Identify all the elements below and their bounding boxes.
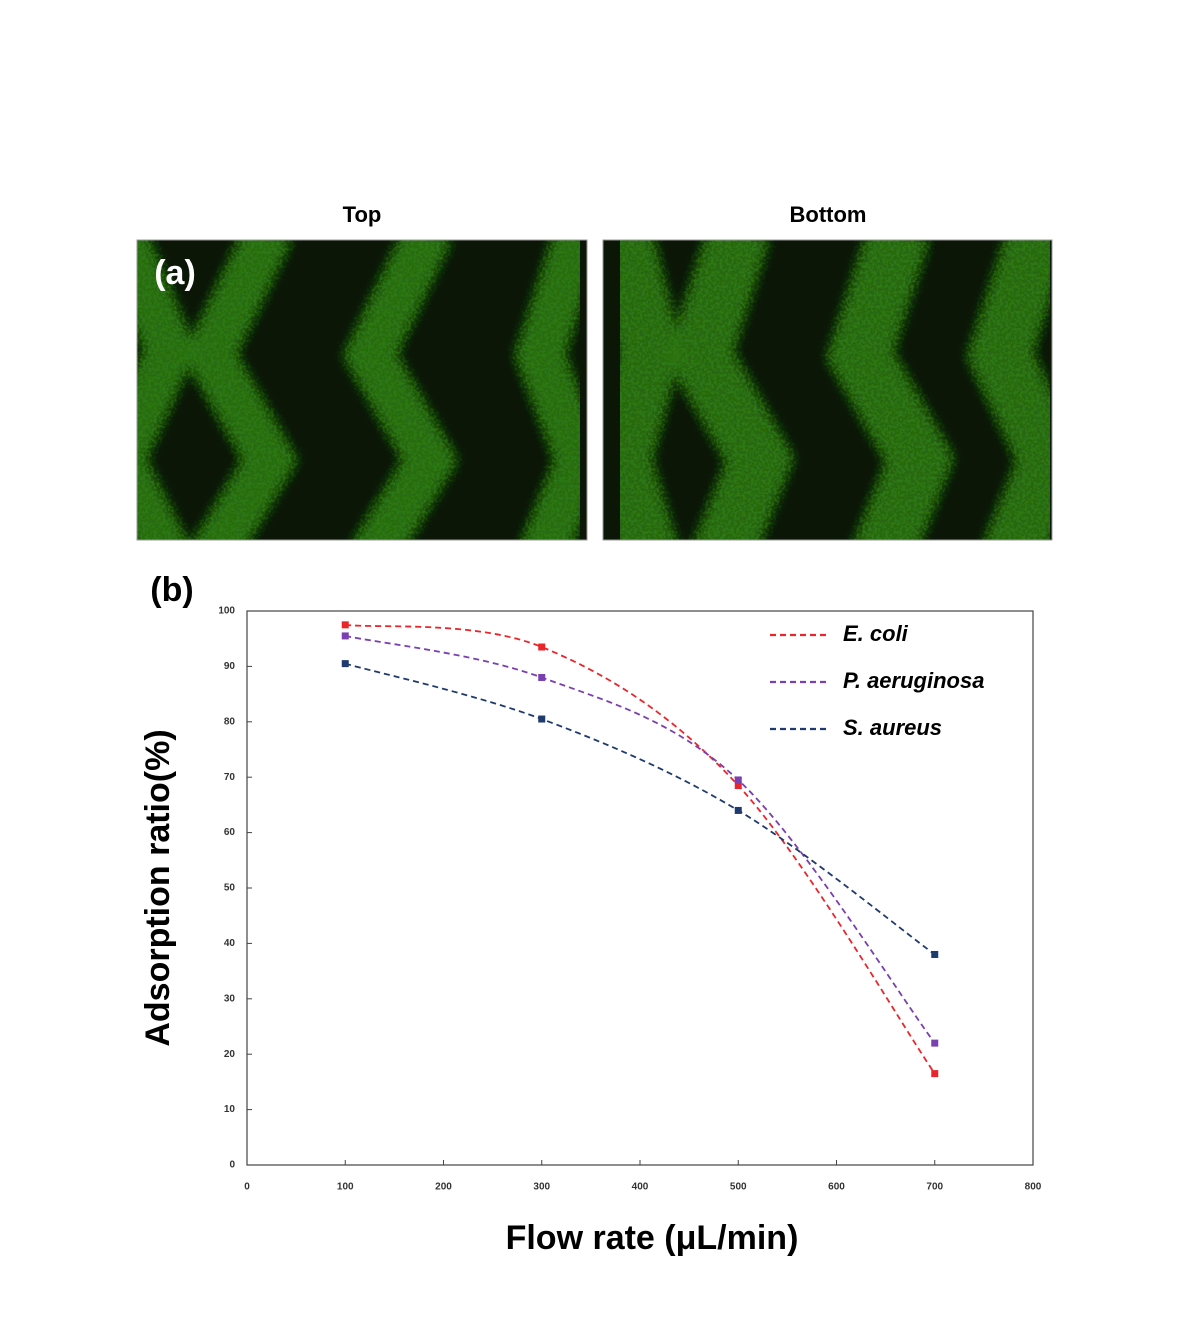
x-tick-label: 600 (828, 1182, 845, 1193)
x-tick-label: 0 (244, 1182, 250, 1193)
y-tick-label: 80 (224, 716, 236, 727)
x-tick-label: 300 (533, 1182, 550, 1193)
legend-label: P. aeruginosa (843, 668, 984, 693)
x-axis-label: Flow rate (μL/min) (506, 1219, 799, 1257)
x-tick-label: 100 (337, 1182, 354, 1193)
image-title: Bottom (790, 202, 867, 227)
data-point (341, 660, 349, 668)
series-line (345, 635, 936, 1044)
y-tick-label: 40 (224, 938, 236, 949)
legend-label: E. coli (843, 621, 909, 646)
y-tick-label: 20 (224, 1049, 236, 1060)
x-tick-label: 400 (632, 1182, 649, 1193)
x-tick-label: 500 (730, 1182, 747, 1193)
y-tick-label: 90 (224, 661, 236, 672)
series-line (345, 662, 936, 956)
data-point (538, 673, 546, 681)
data-point (341, 632, 349, 640)
y-tick-label: 10 (224, 1104, 236, 1115)
y-tick-label: 30 (224, 993, 236, 1004)
data-point (734, 782, 742, 790)
data-point (931, 1070, 939, 1078)
y-tick-label: 70 (224, 772, 236, 783)
data-point (931, 950, 939, 958)
x-tick-label: 200 (435, 1182, 452, 1193)
data-point (931, 1039, 939, 1047)
image-title: Top (343, 202, 382, 227)
legend-label: S. aureus (843, 715, 942, 740)
micrograph-top (137, 240, 587, 540)
data-point (734, 776, 742, 784)
y-tick-label: 100 (218, 606, 235, 617)
plot-frame (246, 610, 1034, 1166)
data-point (734, 806, 742, 814)
x-tick-label: 700 (926, 1182, 943, 1193)
y-tick-label: 0 (229, 1160, 235, 1171)
panel-label: (b) (150, 571, 193, 609)
y-tick-label: 60 (224, 827, 236, 838)
image-frame (136, 239, 588, 541)
panel-label: (a) (154, 254, 196, 292)
series-line (345, 623, 936, 1075)
data-point (538, 715, 546, 723)
x-tick-label: 800 (1025, 1182, 1042, 1193)
image-frame (602, 239, 1053, 541)
y-tick-label: 50 (224, 883, 236, 894)
data-point (538, 643, 546, 651)
data-point (341, 621, 349, 629)
y-axis-label: Adsorption ratio(%) (139, 729, 177, 1046)
micrograph-bottom (603, 240, 1052, 540)
